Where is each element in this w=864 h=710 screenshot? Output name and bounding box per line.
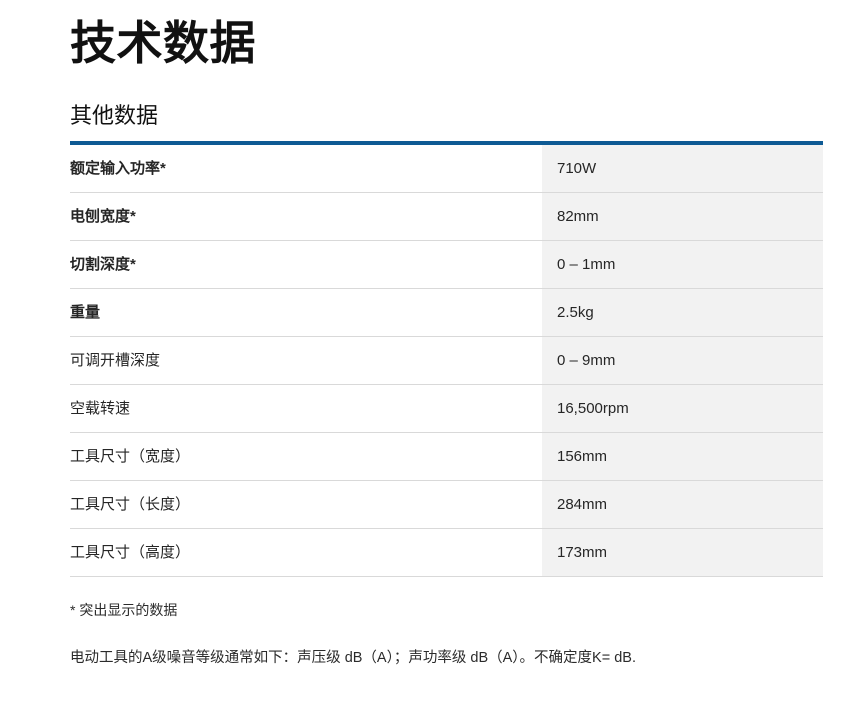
spec-value: 156mm xyxy=(542,432,823,480)
table-row: 可调开槽深度 0 – 9mm xyxy=(70,336,823,385)
spec-label: 工具尺寸（高度） xyxy=(70,543,191,561)
spec-value: 82mm xyxy=(542,192,823,240)
spec-label: 切割深度* xyxy=(70,255,136,273)
table-row: 工具尺寸（高度） 173mm xyxy=(70,528,823,577)
table-row: 工具尺寸（长度） 284mm xyxy=(70,480,823,529)
spec-label: 工具尺寸（长度） xyxy=(70,495,191,513)
accent-bar xyxy=(70,140,823,145)
section-title: 其他数据 xyxy=(70,102,159,128)
spec-label: 工具尺寸（宽度） xyxy=(70,447,191,465)
spec-label: 电刨宽度* xyxy=(70,207,136,225)
noise-level-note: 电动工具的A级噪音等级通常如下：声压级 dB（A）；声功率级 dB（A）。不确定… xyxy=(70,649,636,666)
spec-value: 284mm xyxy=(542,480,823,528)
table-row: 重量 2.5kg xyxy=(70,288,823,337)
spec-value: 0 – 9mm xyxy=(542,336,823,384)
table-row: 额定输入功率* 710W xyxy=(70,144,823,193)
spec-value: 0 – 1mm xyxy=(542,240,823,288)
page-title: 技术数据 xyxy=(70,17,256,69)
table-row: 空载转速 16,500rpm xyxy=(70,384,823,433)
table-row: 电刨宽度* 82mm xyxy=(70,192,823,241)
table-row: 工具尺寸（宽度） 156mm xyxy=(70,432,823,481)
spec-value: 2.5kg xyxy=(542,288,823,336)
spec-label: 空载转速 xyxy=(70,399,131,417)
spec-label: 可调开槽深度 xyxy=(70,351,161,369)
spec-value: 710W xyxy=(542,144,823,192)
table-row: 切割深度* 0 – 1mm xyxy=(70,240,823,289)
content-container: 技术数据 其他数据 额定输入功率* 710W 电刨宽度* 82mm 切割深度* … xyxy=(70,0,823,668)
spec-value: 173mm xyxy=(542,528,823,576)
highlight-footnote: * 突出显示的数据 xyxy=(70,601,178,618)
spec-value: 16,500rpm xyxy=(542,384,823,432)
spec-label: 额定输入功率* xyxy=(70,159,166,177)
spec-label: 重量 xyxy=(70,303,101,321)
spec-table: 额定输入功率* 710W 电刨宽度* 82mm 切割深度* 0 – 1mm 重量… xyxy=(70,144,823,577)
